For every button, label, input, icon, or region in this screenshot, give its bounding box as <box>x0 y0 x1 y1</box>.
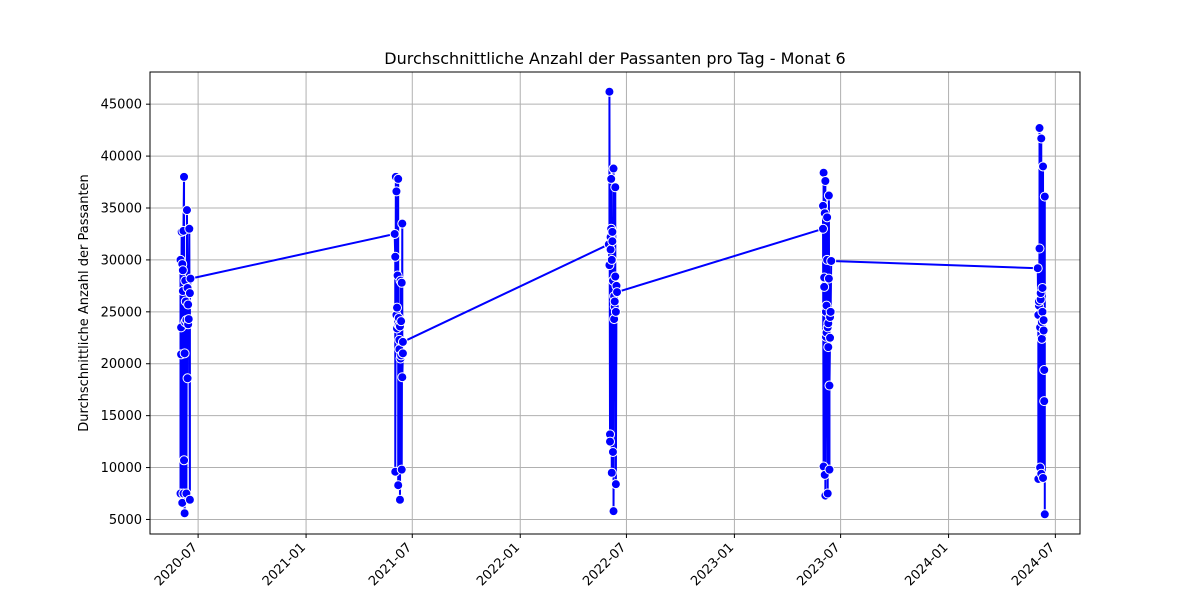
data-point <box>1036 333 1047 344</box>
data-point <box>1032 263 1043 274</box>
data-point <box>610 306 621 317</box>
data-point <box>819 281 830 292</box>
data-point <box>612 287 623 298</box>
data-point <box>607 446 618 457</box>
data-point <box>1039 364 1050 375</box>
x-tick-label: 2024-07 <box>1009 540 1058 589</box>
data-point <box>823 273 834 284</box>
plot-frame <box>149 71 1081 535</box>
data-point <box>179 455 190 466</box>
y-tick-label: 10000 <box>101 461 142 476</box>
y-axis-label: Durchschnittliche Anzahl der Passanten <box>77 174 92 432</box>
data-point <box>606 467 617 478</box>
data-point <box>177 265 188 276</box>
x-tick-label: 2023-01 <box>688 540 737 589</box>
data-point <box>397 348 408 359</box>
data-point <box>825 332 836 343</box>
data-point <box>818 167 829 178</box>
data-point <box>397 218 408 229</box>
data-point <box>1038 161 1049 172</box>
x-tick-label: 2024-01 <box>902 540 951 589</box>
y-tick-label: 35000 <box>101 202 142 217</box>
y-tick-label: 15000 <box>101 409 142 424</box>
data-point <box>396 316 407 327</box>
data-point <box>608 506 619 517</box>
data-point <box>179 348 190 359</box>
data-point <box>1039 509 1050 520</box>
data-point <box>393 480 404 491</box>
data-point <box>824 380 835 391</box>
data-point <box>184 223 195 234</box>
data-point <box>605 436 616 447</box>
data-point <box>1038 315 1049 326</box>
data-point <box>823 342 834 353</box>
data-point <box>1034 243 1045 254</box>
data-point <box>392 302 403 313</box>
data-point <box>606 173 617 184</box>
x-tick-label: 2023-07 <box>794 540 843 589</box>
y-tick-label: 30000 <box>101 253 142 268</box>
data-point <box>609 296 620 307</box>
y-tick-label: 40000 <box>101 150 142 165</box>
data-point <box>824 464 835 475</box>
data-point <box>182 373 193 384</box>
x-tick-label: 2022-01 <box>474 540 523 589</box>
data-point <box>184 494 195 505</box>
y-tick-label: 25000 <box>101 305 142 320</box>
x-axis: 2020-07 2021-01 2021-07 2022-01 2022-07 2023-… <box>152 534 1058 589</box>
data-point <box>1038 325 1049 336</box>
data-point <box>181 205 192 216</box>
data-point <box>393 173 404 184</box>
x-tick-label: 2020-07 <box>152 540 201 589</box>
data-point <box>825 306 836 317</box>
data-point <box>1037 306 1048 317</box>
data-point <box>184 288 195 299</box>
data-point <box>607 226 618 237</box>
data-point <box>1037 282 1048 293</box>
y-tick-label: 20000 <box>101 357 142 372</box>
x-tick-label: 2021-01 <box>260 540 309 589</box>
data-point <box>389 228 400 239</box>
data-point <box>394 494 405 505</box>
data-point <box>604 86 615 97</box>
data-point <box>183 314 194 325</box>
data-point <box>1036 133 1047 144</box>
data-point <box>607 236 618 247</box>
y-tick-label: 5000 <box>109 513 142 528</box>
data-point <box>1034 123 1045 134</box>
data-point <box>179 508 190 519</box>
series-layer <box>175 86 1050 520</box>
data-point <box>397 336 408 347</box>
data-point <box>391 186 402 197</box>
data-point <box>179 171 190 182</box>
data-point <box>820 176 831 187</box>
data-point <box>608 163 619 174</box>
data-point <box>610 182 621 193</box>
y-tick-label: 45000 <box>101 98 142 113</box>
x-tick-label: 2021-07 <box>366 540 415 589</box>
data-point <box>396 464 407 475</box>
data-point <box>605 244 616 255</box>
data-point <box>823 190 834 201</box>
x-tick-label: 2022-07 <box>580 540 629 589</box>
data-point <box>610 271 621 282</box>
data-point <box>1039 191 1050 202</box>
data-point <box>610 479 621 490</box>
data-point <box>818 223 828 234</box>
chart-title: Durchschnittliche Anzahl der Passanten p… <box>384 49 845 68</box>
data-point <box>606 254 617 265</box>
data-point <box>390 251 401 262</box>
y-axis: 5000 10000 15000 20000 25000 30000 35000 40000 4… <box>101 98 150 528</box>
data-point <box>1038 472 1049 483</box>
data-point <box>822 212 833 223</box>
data-point <box>826 255 837 266</box>
data-point <box>183 299 194 310</box>
data-point <box>185 273 196 284</box>
data-point <box>822 488 833 499</box>
data-point <box>397 372 408 383</box>
data-point <box>396 277 407 288</box>
data-point <box>1039 396 1050 407</box>
